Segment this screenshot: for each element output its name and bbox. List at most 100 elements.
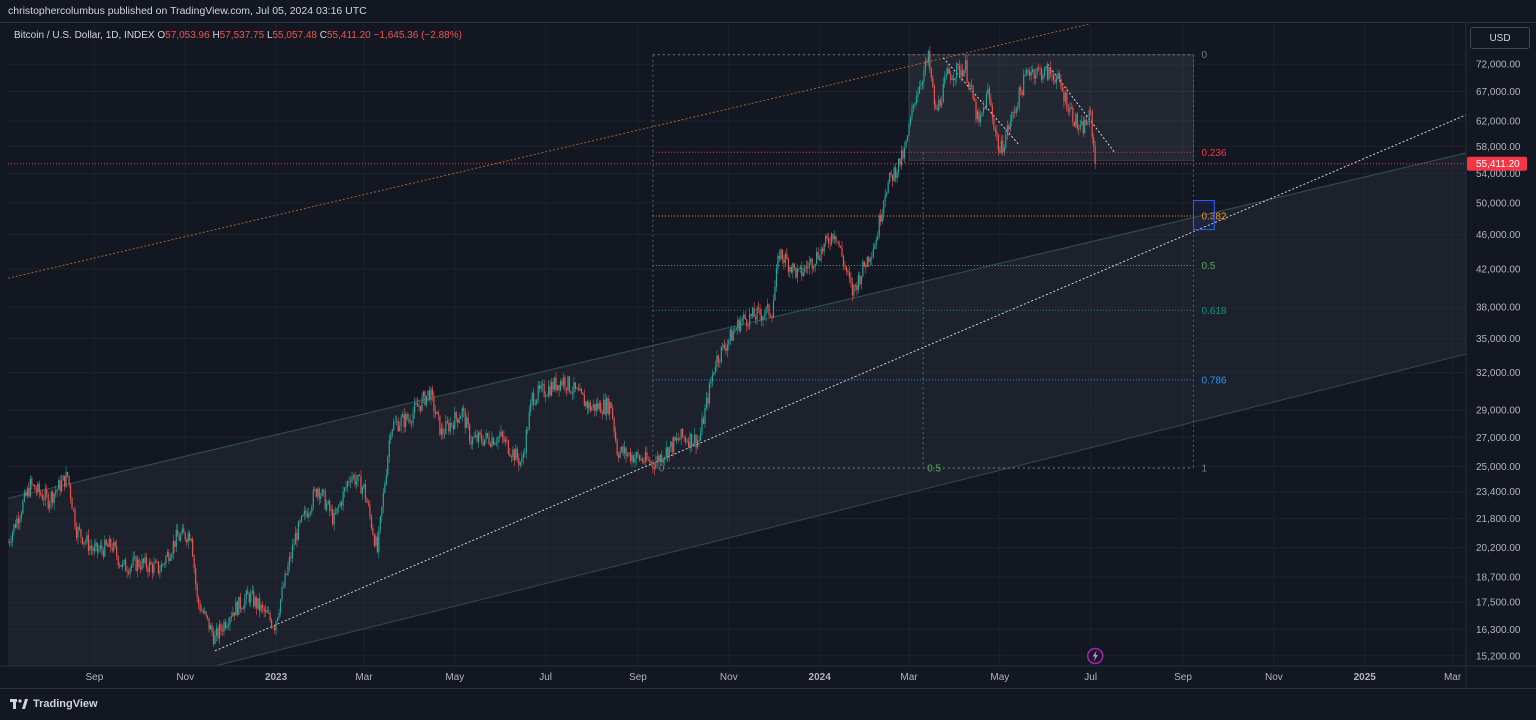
time-tick-label: 2023 <box>265 672 288 683</box>
candle-body <box>618 454 620 458</box>
candle-body <box>577 388 579 391</box>
candle-body <box>63 475 66 487</box>
candle-body <box>482 441 484 446</box>
candle-body <box>324 491 326 510</box>
candle-body <box>38 483 40 493</box>
candle-body <box>475 435 477 438</box>
candle-body <box>309 512 311 514</box>
candle-body <box>985 93 988 110</box>
candle-body <box>427 390 429 396</box>
candle-body <box>218 624 221 639</box>
candle-body <box>126 571 128 573</box>
candle-body <box>201 610 203 612</box>
footer-bar: TradingView <box>0 688 1536 720</box>
candles <box>8 45 1096 647</box>
candle-body <box>562 377 565 386</box>
candle-body <box>996 131 998 136</box>
candle-body <box>696 440 699 448</box>
price-tick-label: 42,000.00 <box>1476 265 1521 276</box>
tradingview-brand[interactable]: TradingView <box>10 698 98 710</box>
candle-body <box>297 521 300 541</box>
tradingview-logo-icon <box>10 698 28 709</box>
candle-body <box>303 510 305 515</box>
candle-body <box>1063 91 1065 102</box>
candle-body <box>1030 71 1032 76</box>
candle-body <box>159 571 161 573</box>
candle-body <box>571 392 574 394</box>
candle-body <box>900 150 903 166</box>
candle-body <box>308 513 310 518</box>
candle-body <box>625 447 627 456</box>
candle-body <box>842 256 845 266</box>
candle-body <box>323 489 325 492</box>
candle-body <box>229 617 231 625</box>
candle-body <box>193 556 195 568</box>
candle-body <box>148 561 151 573</box>
candle-body <box>254 597 256 607</box>
candle-body <box>548 386 550 396</box>
candle-body <box>1087 123 1089 125</box>
candle-body <box>717 355 719 363</box>
candle-body <box>978 111 980 123</box>
candle-body <box>394 421 396 423</box>
currency-button[interactable]: USD <box>1470 27 1530 49</box>
candle-body <box>503 436 505 442</box>
fib-level-label: 0 <box>1201 50 1207 61</box>
candle-body <box>513 449 515 461</box>
candle-body <box>403 414 405 427</box>
price-axis: 72,000.00 67,000.00 62,000.00 58,000.00 54,0… <box>1465 22 1527 688</box>
time-tick-label: May <box>445 672 464 683</box>
price-tick-label: 54,000.00 <box>1476 169 1521 180</box>
candle-body <box>460 416 462 419</box>
candle-body <box>485 433 487 440</box>
candle-body <box>339 502 341 507</box>
candle-body <box>151 564 154 574</box>
candle-body <box>1066 92 1068 111</box>
candle-body <box>217 628 219 639</box>
candle-body <box>920 85 922 87</box>
candle-body <box>938 99 940 110</box>
candle-body <box>932 77 934 87</box>
fib-retracement <box>652 54 1194 469</box>
candle-body <box>631 455 633 462</box>
candle-body <box>66 472 69 476</box>
candle-body <box>792 263 794 273</box>
candle-body <box>942 83 944 103</box>
candle-body <box>49 502 51 509</box>
candle-body <box>281 587 283 600</box>
candle-body <box>585 401 587 407</box>
candle-body <box>609 402 611 414</box>
candle-body <box>410 422 413 424</box>
candle-body <box>737 319 739 329</box>
candle-body <box>1075 113 1077 127</box>
candle-body <box>110 538 112 549</box>
candle-body <box>622 446 624 454</box>
event-marker-icon[interactable] <box>1086 647 1104 665</box>
candle-body <box>357 474 359 482</box>
candle-body <box>959 65 961 76</box>
candle-body <box>40 492 42 495</box>
candle-body <box>747 325 749 327</box>
candle-body <box>988 88 991 100</box>
candle-body <box>235 601 237 616</box>
brand-label: TradingView <box>33 698 98 710</box>
candle-body <box>682 428 684 437</box>
time-tick-label: Mar <box>355 672 373 683</box>
candle-body <box>96 542 98 552</box>
candle-body <box>711 374 714 382</box>
candle-body <box>848 271 851 278</box>
candle-body <box>976 111 979 120</box>
candle-body <box>519 461 521 466</box>
candle-body <box>171 553 173 559</box>
candle-body <box>80 529 82 538</box>
candle-body <box>851 282 854 296</box>
candle-body <box>802 272 804 276</box>
candle-body <box>215 628 218 636</box>
candle-body <box>1058 73 1061 79</box>
candle-body <box>187 533 189 543</box>
candle-body <box>972 85 974 100</box>
candle-body <box>288 556 291 566</box>
candle-body <box>774 286 776 301</box>
candle-body <box>685 437 687 442</box>
